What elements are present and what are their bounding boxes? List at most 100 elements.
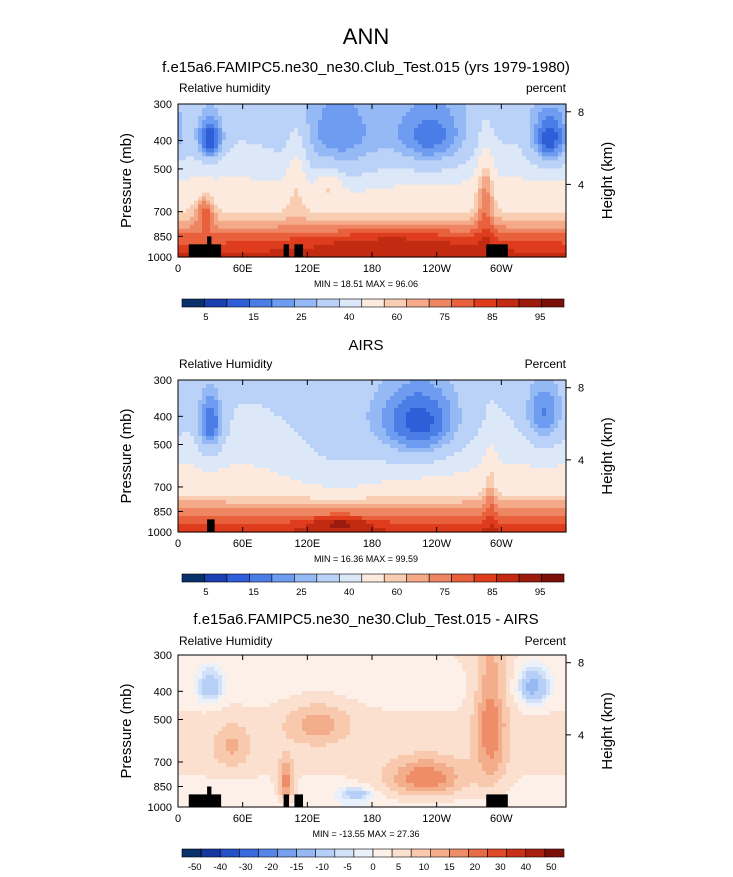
field-cell	[486, 140, 491, 145]
field-cell	[298, 384, 303, 389]
field-cell	[430, 176, 435, 181]
field-cell	[330, 392, 335, 397]
field-cell	[330, 104, 335, 109]
field-cell	[426, 120, 431, 125]
field-cell	[522, 116, 527, 121]
field-cell	[466, 181, 471, 186]
field-cell	[534, 400, 539, 405]
field-cell	[374, 172, 379, 177]
field-cell	[386, 120, 391, 125]
field-cell	[554, 136, 559, 141]
field-cell	[434, 181, 439, 186]
field-cell	[398, 396, 403, 401]
field-cell	[550, 160, 555, 165]
field-cell	[198, 160, 203, 165]
field-cell	[194, 416, 199, 421]
field-cell	[242, 193, 247, 198]
field-cell	[190, 420, 195, 425]
field-cell	[474, 412, 479, 417]
field-cell	[426, 156, 431, 161]
field-cell	[306, 201, 311, 206]
field-cell	[302, 172, 307, 177]
field-cell	[370, 416, 375, 421]
field-cell	[526, 416, 531, 421]
field-cell	[454, 181, 459, 186]
field-cell	[358, 217, 363, 222]
field-cell	[290, 384, 295, 389]
field-cell	[218, 120, 223, 125]
field-cell	[494, 400, 499, 405]
field-cell	[214, 225, 219, 230]
field-cell	[478, 148, 483, 153]
field-cell	[486, 237, 491, 242]
field-cell	[430, 160, 435, 165]
field-cell	[186, 388, 191, 393]
field-cell	[502, 217, 507, 222]
field-cell	[350, 213, 355, 218]
field-cell	[322, 384, 327, 389]
field-cell	[290, 396, 295, 401]
field-cell	[502, 380, 507, 385]
field-cell	[398, 112, 403, 117]
field-cell	[342, 185, 347, 190]
field-cell	[254, 412, 259, 417]
field-cell	[378, 396, 383, 401]
field-cell	[310, 213, 315, 218]
field-cell	[450, 217, 455, 222]
field-cell	[462, 380, 467, 385]
field-cell	[398, 136, 403, 141]
field-cell	[502, 408, 507, 413]
field-cell	[242, 128, 247, 133]
field-cell	[426, 128, 431, 133]
field-cell	[438, 408, 443, 413]
field-cell	[346, 233, 351, 238]
field-cell	[542, 384, 547, 389]
field-cell	[406, 181, 411, 186]
field-cell	[482, 420, 487, 425]
field-cell	[506, 209, 511, 214]
field-cell	[346, 428, 351, 433]
field-cell	[210, 209, 215, 214]
field-cell	[298, 120, 303, 125]
field-cell	[210, 185, 215, 190]
field-cell	[514, 104, 519, 109]
field-cell	[498, 213, 503, 218]
field-cell	[330, 148, 335, 153]
field-cell	[374, 396, 379, 401]
field-cell	[518, 380, 523, 385]
field-cell	[478, 120, 483, 125]
field-cell	[466, 404, 471, 409]
field-cell	[262, 148, 267, 153]
field-cell	[330, 205, 335, 210]
field-cell	[214, 380, 219, 385]
field-cell	[286, 428, 291, 433]
field-cell	[338, 225, 343, 230]
field-cell	[318, 112, 323, 117]
field-cell	[378, 181, 383, 186]
field-cell	[418, 209, 423, 214]
field-cell	[434, 396, 439, 401]
field-cell	[434, 217, 439, 222]
field-cell	[314, 424, 319, 429]
field-cell	[418, 225, 423, 230]
field-cell	[326, 132, 331, 137]
field-cell	[182, 209, 187, 214]
field-cell	[274, 380, 279, 385]
field-cell	[298, 233, 303, 238]
field-cell	[458, 241, 463, 246]
field-cell	[182, 148, 187, 153]
field-cell	[358, 160, 363, 165]
field-cell	[234, 205, 239, 210]
field-cell	[302, 116, 307, 121]
field-cell	[550, 193, 555, 198]
field-cell	[218, 404, 223, 409]
field-cell	[318, 396, 323, 401]
field-cell	[546, 245, 551, 250]
field-cell	[306, 140, 311, 145]
field-cell	[430, 104, 435, 109]
field-cell	[290, 128, 295, 133]
field-cell	[530, 416, 535, 421]
field-cell	[490, 400, 495, 405]
field-cell	[510, 144, 515, 149]
field-cell	[314, 108, 319, 113]
